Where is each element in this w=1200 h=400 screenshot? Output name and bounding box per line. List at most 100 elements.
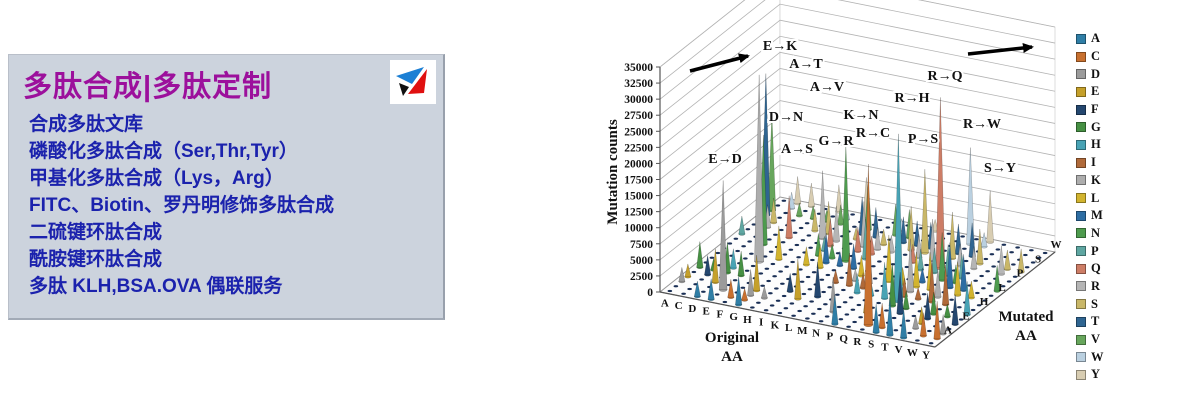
annotation-label: R→C [856, 126, 890, 141]
cone [775, 225, 783, 261]
legend-item: Y [1076, 366, 1104, 384]
svg-text:Original: Original [705, 330, 759, 346]
legend-swatch [1076, 139, 1086, 150]
cone [896, 272, 904, 316]
cone [737, 251, 745, 278]
cone [832, 269, 840, 285]
legend-item: Q [1076, 260, 1104, 278]
legend-item: C [1076, 48, 1104, 66]
legend-swatch [1076, 157, 1086, 168]
cone [741, 287, 749, 302]
cone [707, 278, 715, 301]
cone [845, 253, 853, 287]
legend-swatch [1076, 193, 1086, 204]
cone [816, 244, 824, 270]
cone [678, 267, 686, 284]
legend-item: G [1076, 118, 1104, 136]
svg-text:7500: 7500 [630, 239, 653, 251]
cone [963, 281, 971, 317]
svg-text:10000: 10000 [624, 223, 653, 235]
y-axis: 0 2500 5000 7500 10000 12500 15000 17500 20000 22… [605, 62, 661, 299]
peptide-promo-panel[interactable]: 多肽合成|多肽定制 合成多肽文库 磷酸化多肽合成（Ser,Thr,Tyr） 甲基… [8, 54, 445, 320]
legend-swatch [1076, 334, 1086, 345]
cone [828, 243, 836, 260]
svg-text:H: H [743, 314, 752, 326]
cone [976, 229, 984, 266]
legend-label: V [1091, 332, 1101, 347]
annotation-label: R→H [895, 91, 930, 106]
triangle-pinwheel-logo-icon [396, 67, 427, 96]
legend-label: P [1091, 243, 1099, 258]
chart-walls [659, 0, 1056, 293]
legend-label: Q [1091, 261, 1101, 276]
cone [841, 145, 851, 263]
cone [912, 315, 920, 330]
legend-item: T [1076, 313, 1104, 331]
legend-swatch [1076, 316, 1086, 327]
annotation-label: A→V [810, 80, 844, 95]
cone [924, 293, 932, 321]
cone [970, 246, 978, 271]
svg-text:I: I [759, 317, 763, 329]
svg-text:12500: 12500 [624, 207, 653, 219]
svg-text:32500: 32500 [624, 78, 653, 90]
cone [902, 290, 910, 311]
annotation-label: E→K [763, 39, 797, 54]
legend-label: N [1091, 225, 1101, 240]
direction-arrows [689, 43, 1034, 73]
cone [872, 303, 880, 334]
cone [794, 258, 802, 301]
legend-item: L [1076, 189, 1104, 207]
cone [888, 263, 897, 308]
svg-text:17500: 17500 [624, 175, 653, 187]
legend-label: E [1091, 84, 1100, 99]
cone [693, 281, 701, 299]
cone [738, 215, 746, 236]
legend-label: L [1091, 190, 1100, 205]
cone [980, 232, 988, 249]
service-item: 甲基化多肽合成（Lys，Arg） [29, 168, 284, 189]
svg-text:D: D [688, 303, 696, 315]
svg-text:N: N [812, 328, 820, 340]
y-axis-title: Mutation counts [605, 119, 621, 225]
legend-swatch [1076, 122, 1086, 133]
legend-swatch [1076, 69, 1086, 80]
legend-label: C [1091, 49, 1101, 64]
svg-text:AA: AA [721, 349, 743, 365]
legend-label: K [1091, 172, 1101, 187]
cone [704, 255, 712, 277]
annotation-label: D→N [769, 110, 803, 125]
service-item: 酰胺键环肽合成 [29, 249, 163, 270]
service-item: 合成多肽文库 [29, 114, 144, 135]
legend-label: T [1091, 314, 1100, 329]
cone [993, 265, 1001, 293]
cone [753, 255, 761, 293]
legend-item: N [1076, 225, 1104, 243]
cone [997, 245, 1005, 276]
cone [914, 286, 922, 301]
legend-label: D [1091, 66, 1101, 81]
cone [837, 204, 845, 226]
cone [881, 262, 889, 300]
legend-swatch [1076, 352, 1086, 363]
service-list: 合成多肽文库 磷酸化多肽合成（Ser,Thr,Tyr） 甲基化多肽合成（Lys，… [29, 111, 334, 300]
svg-text:2500: 2500 [630, 271, 653, 283]
cone [770, 198, 778, 225]
legend-swatch [1076, 86, 1086, 97]
cone [986, 190, 994, 244]
legend-item: I [1076, 154, 1104, 172]
svg-text:30000: 30000 [624, 94, 653, 106]
annotation-label: S→Y [984, 161, 1016, 176]
annotation-label: P→S [908, 132, 939, 147]
legend-swatch [1076, 33, 1086, 44]
cone [967, 280, 975, 300]
cone [795, 202, 803, 218]
cone [874, 227, 882, 251]
svg-text:0: 0 [647, 287, 653, 299]
svg-text:F: F [717, 308, 724, 320]
cone [863, 164, 874, 327]
service-item: 二硫键环肽合成 [29, 222, 163, 243]
annotation-label: G→R [819, 134, 855, 149]
legend-swatch [1076, 210, 1086, 221]
